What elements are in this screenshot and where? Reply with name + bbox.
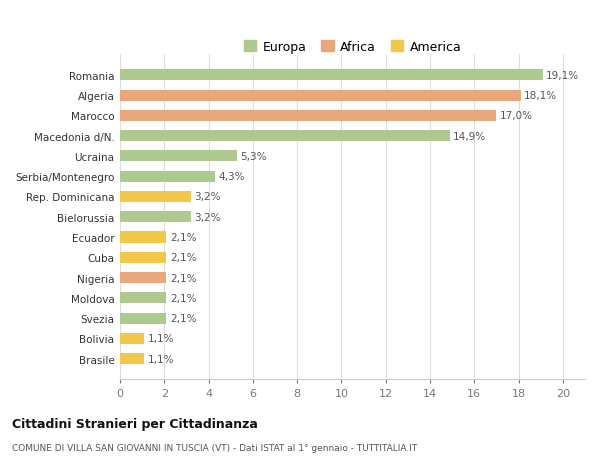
Text: 14,9%: 14,9% (453, 131, 487, 141)
Text: 3,2%: 3,2% (194, 212, 221, 222)
Text: 2,1%: 2,1% (170, 293, 196, 303)
Text: COMUNE DI VILLA SAN GIOVANNI IN TUSCIA (VT) - Dati ISTAT al 1° gennaio - TUTTITA: COMUNE DI VILLA SAN GIOVANNI IN TUSCIA (… (12, 443, 417, 452)
Bar (120, 131, 450, 142)
Text: 1,1%: 1,1% (148, 354, 174, 364)
Text: 2,1%: 2,1% (170, 313, 196, 324)
Bar (120, 292, 166, 304)
Text: 19,1%: 19,1% (546, 71, 580, 81)
Text: 3,2%: 3,2% (194, 192, 221, 202)
Bar (120, 171, 215, 182)
Bar (120, 272, 166, 284)
Legend: Europa, Africa, America: Europa, Africa, America (239, 36, 466, 59)
Bar (120, 191, 191, 202)
Bar (120, 252, 166, 263)
Text: 2,1%: 2,1% (170, 233, 196, 242)
Text: Cittadini Stranieri per Cittadinanza: Cittadini Stranieri per Cittadinanza (12, 417, 258, 430)
Bar (120, 232, 166, 243)
Text: 4,3%: 4,3% (218, 172, 245, 182)
Bar (120, 90, 521, 101)
Text: 5,3%: 5,3% (241, 151, 267, 162)
Text: 2,1%: 2,1% (170, 253, 196, 263)
Bar (120, 111, 496, 122)
Bar (120, 70, 543, 81)
Text: 2,1%: 2,1% (170, 273, 196, 283)
Bar (120, 353, 144, 364)
Bar (120, 151, 238, 162)
Text: 18,1%: 18,1% (524, 91, 557, 101)
Bar (120, 333, 144, 344)
Text: 17,0%: 17,0% (500, 111, 533, 121)
Bar (120, 313, 166, 324)
Bar (120, 212, 191, 223)
Text: 1,1%: 1,1% (148, 334, 174, 344)
